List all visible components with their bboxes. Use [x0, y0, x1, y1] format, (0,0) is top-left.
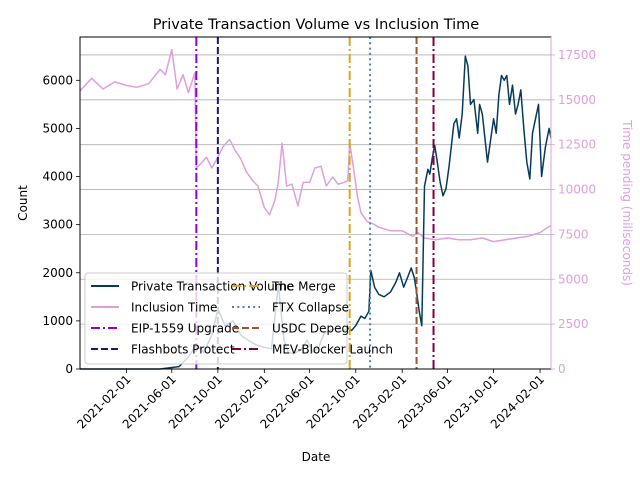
legend-label: Private Transaction Volume [131, 280, 294, 294]
x-axis-ticks: 2021-02-012021-06-012021-10-012022-02-01… [74, 369, 547, 431]
legend-label: FTX Collapse [272, 301, 349, 315]
y-axis-ticks: 0 1000 2000 3000 4000 5000 6000 [42, 73, 80, 376]
y2-tick-label: 15000 [558, 93, 596, 107]
y-tick-label: 0 [65, 362, 73, 376]
legend-label: The Merge [271, 280, 336, 294]
y2-tick-label: 7500 [558, 227, 589, 241]
legend-label: USDC Depeg [272, 322, 349, 336]
y-tick-label: 6000 [42, 73, 73, 87]
y2-tick-label: 0 [558, 362, 566, 376]
legend-label: Inclusion Time [131, 301, 217, 315]
y2-tick-label: 10000 [558, 183, 596, 197]
y2-axis-title: Time pending (miliseconds) [620, 119, 634, 286]
y-tick-label: 4000 [42, 170, 73, 184]
y2-tick-label: 17500 [558, 48, 596, 62]
y2-axis-ticks: 0 2500 5000 7500 10000 12500 15000 17500 [550, 37, 596, 376]
y2-tick-label: 2500 [558, 317, 589, 331]
series-line-inclusion-time [79, 48, 552, 243]
y-tick-label: 2000 [42, 266, 73, 280]
y-axis-title: Count [16, 185, 30, 221]
legend-label: Flashbots Protect [131, 343, 235, 357]
legend-box [84, 272, 348, 365]
y-tick-label: 1000 [42, 314, 73, 328]
chart-title: Private Transaction Volume vs Inclusion … [153, 17, 479, 33]
y2-tick-label: 12500 [558, 138, 596, 152]
y2-tick-label: 5000 [558, 272, 589, 286]
legend-label: MEV-Blocker Launch [272, 343, 393, 357]
legend-label: EIP-1559 Upgrade [131, 322, 239, 336]
y-tick-label: 5000 [42, 121, 73, 135]
x-axis-title: Date [302, 450, 331, 464]
y-tick-label: 3000 [42, 218, 73, 232]
